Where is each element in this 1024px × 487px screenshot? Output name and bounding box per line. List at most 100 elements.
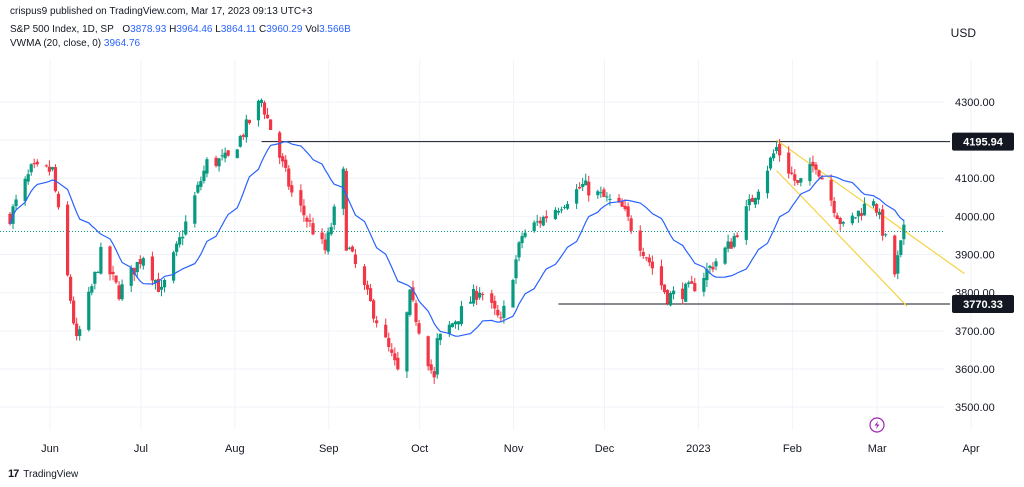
candle: [44, 164, 48, 168]
grid: [0, 60, 972, 430]
candle: [899, 240, 903, 258]
candle: [156, 272, 161, 293]
candle: [778, 138, 782, 162]
candle: [723, 246, 727, 265]
candle: [726, 234, 730, 253]
candle: [408, 289, 412, 317]
candle: [581, 177, 585, 192]
candle: [99, 242, 103, 275]
candle: [714, 258, 718, 271]
candle: [223, 147, 227, 163]
candle: [417, 319, 421, 335]
candle: [26, 169, 30, 185]
candle: [393, 347, 397, 366]
candle: [375, 316, 379, 328]
candle: [247, 119, 251, 125]
candle: [602, 187, 606, 198]
candle: [362, 264, 367, 290]
candle: [32, 158, 36, 169]
candle: [153, 279, 158, 290]
candle: [559, 206, 564, 214]
trend-channel: [776, 139, 965, 307]
candle: [50, 166, 55, 172]
candle: [768, 156, 773, 171]
candle: [793, 169, 797, 186]
indicator-value: 3964.76: [103, 38, 141, 49]
candle: [684, 282, 688, 303]
candle: [65, 201, 70, 277]
x-tick-label: Nov: [504, 443, 524, 455]
candle: [808, 157, 812, 186]
candle: [411, 280, 415, 303]
x-tick-label: Mar: [868, 443, 887, 455]
candle: [90, 283, 94, 296]
candle: [468, 296, 473, 304]
candle: [556, 207, 561, 216]
candle: [520, 232, 524, 249]
candle: [562, 204, 567, 210]
candle: [496, 304, 500, 318]
level-price-text: 4195.94: [963, 137, 1004, 149]
candle: [287, 165, 291, 190]
y-tick-label: 4300.00: [955, 97, 995, 109]
candle: [799, 177, 803, 187]
ohlc-legend[interactable]: S&P 500 Index, 1D, SP O3878.93 H3964.46 …: [10, 24, 351, 35]
vwma-series: [9, 141, 905, 337]
candle: [262, 100, 267, 120]
indicator-legend[interactable]: VWMA (20, close, 0) 3964.76: [10, 38, 140, 49]
candle: [902, 219, 906, 245]
candle: [384, 318, 388, 338]
candle: [29, 163, 33, 176]
candle: [244, 114, 248, 143]
candle: [117, 281, 121, 301]
candle: [832, 197, 836, 218]
price-chart[interactable]: 3500.003600.003700.003800.003900.004000.…: [0, 0, 1024, 465]
candle: [535, 214, 539, 227]
candle: [202, 165, 206, 184]
candle: [53, 164, 58, 193]
level-price-label: 4195.94: [952, 132, 1014, 151]
candle: [302, 199, 306, 222]
tradingview-brand: TradingView: [23, 468, 79, 480]
candle: [732, 233, 736, 249]
candle: [284, 155, 288, 172]
candle: [787, 146, 791, 179]
candle: [87, 286, 91, 332]
candle: [584, 173, 588, 186]
candle: [623, 199, 627, 212]
candle: [790, 166, 794, 176]
candle: [541, 215, 545, 227]
candle: [493, 295, 497, 316]
candle: [353, 248, 358, 269]
currency-label: USD: [950, 26, 976, 40]
candle: [78, 325, 82, 341]
candle: [299, 184, 303, 213]
candle: [838, 216, 842, 231]
candle: [350, 245, 354, 253]
candle: [638, 225, 642, 257]
candle: [259, 98, 264, 108]
candle: [320, 228, 324, 245]
candle: [265, 107, 270, 119]
tradingview-logo[interactable]: 17 TradingView: [8, 468, 78, 480]
vwma-line: [9, 141, 905, 337]
candle: [711, 262, 715, 273]
candle: [159, 280, 164, 297]
candle: [544, 210, 548, 223]
candle: [523, 229, 527, 239]
candle: [138, 255, 142, 269]
candle: [859, 208, 864, 221]
candle: [344, 168, 348, 251]
low-value: 3864.11: [220, 24, 257, 35]
footer: 17 TradingView: [0, 465, 1024, 487]
candle: [729, 238, 733, 249]
candle: [108, 245, 112, 281]
symbol-label: S&P 500 Index, 1D, SP: [10, 24, 114, 35]
candle: [644, 256, 648, 261]
candle: [372, 298, 376, 323]
candle: [841, 220, 845, 227]
candle: [214, 155, 218, 168]
candle: [650, 255, 654, 275]
candle: [881, 204, 885, 241]
candle: [481, 292, 485, 301]
